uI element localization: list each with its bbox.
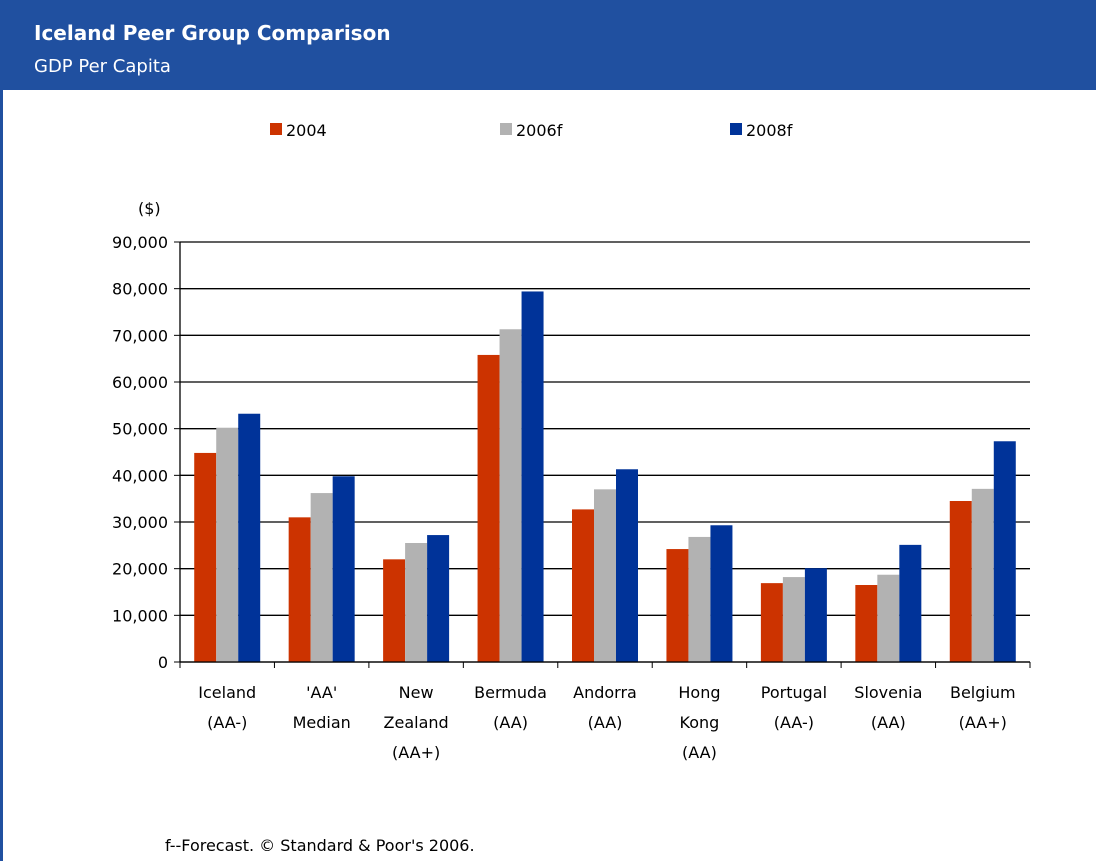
bar [594, 489, 616, 662]
bar [688, 536, 711, 662]
footnote: f--Forecast. © Standard & Poor's 2006. [165, 836, 475, 855]
bar [572, 509, 594, 662]
bar [521, 291, 544, 662]
y-tick-label: 20,000 [112, 560, 168, 579]
y-axis-label: ($) [138, 199, 161, 218]
x-tick-label: Hong Kong (AA) [678, 683, 720, 762]
y-tick-label: 80,000 [112, 280, 168, 299]
bar [760, 583, 783, 662]
y-tick-label: 70,000 [112, 326, 168, 345]
chart-subtitle: GDP Per Capita [34, 56, 171, 77]
x-tick-label: Bermuda (AA) [474, 683, 547, 732]
bar [383, 559, 406, 662]
legend-label: 2006f [516, 121, 563, 140]
legend-swatch [500, 123, 512, 135]
bar [332, 476, 355, 662]
x-tick-label: Iceland (AA-) [198, 683, 256, 732]
x-tick-label: Slovenia (AA) [854, 683, 922, 732]
bar [288, 517, 311, 662]
x-tick-label: New Zealand (AA+) [384, 683, 449, 762]
y-tick-label: 0 [158, 653, 168, 672]
y-tick-label: 60,000 [112, 373, 168, 392]
bar [477, 354, 500, 662]
bar [238, 413, 261, 662]
legend-label: 2004 [286, 121, 327, 140]
bar [310, 493, 333, 662]
bar [993, 441, 1016, 662]
x-tick-label: Portugal (AA-) [761, 683, 827, 732]
x-tick-label: Belgium (AA+) [950, 683, 1016, 732]
bar [971, 488, 994, 662]
bar [499, 329, 522, 662]
bar [427, 535, 450, 662]
y-tick-label: 40,000 [112, 466, 168, 485]
bar [804, 568, 827, 662]
legend-label: 2008f [746, 121, 793, 140]
bar [616, 469, 638, 662]
bar [949, 501, 972, 662]
x-tick-label: 'AA' Median [293, 683, 351, 732]
left-border [0, 0, 3, 861]
bar [666, 549, 689, 662]
chart-title: Iceland Peer Group Comparison [34, 21, 391, 45]
x-tick-label: Andorra (AA) [573, 683, 637, 732]
bar [216, 427, 239, 662]
y-tick-label: 50,000 [112, 420, 168, 439]
header-bar [0, 0, 1096, 90]
bar [855, 585, 878, 662]
legend-swatch [730, 123, 742, 135]
bar [877, 574, 900, 662]
y-tick-label: 30,000 [112, 513, 168, 532]
y-tick-label: 90,000 [112, 233, 168, 252]
bar [710, 525, 733, 662]
legend-swatch [270, 123, 282, 135]
bar [782, 577, 805, 662]
bar [405, 543, 428, 662]
bar [899, 544, 922, 662]
bar [194, 452, 217, 662]
y-tick-label: 10,000 [112, 606, 168, 625]
